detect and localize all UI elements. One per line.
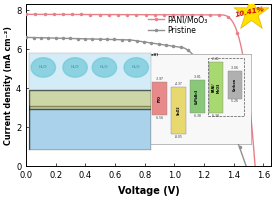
Legend: PANI/MoO₃, Pristine: PANI/MoO₃, Pristine [146,13,209,37]
Pristine [210,81,213,83]
Y-axis label: Current density (mA cm⁻²): Current density (mA cm⁻²) [4,26,13,145]
PANI/MoO₃ [25,13,29,16]
Text: 10.41%: 10.41% [235,6,265,18]
PANI/MoO₃ [218,14,221,16]
PANI/MoO₃ [254,165,257,168]
Point [249,11,254,15]
Line: PANI/MoO₃: PANI/MoO₃ [25,13,256,167]
PANI/MoO₃ [161,13,164,16]
Line: Pristine: Pristine [25,36,247,167]
PANI/MoO₃ [232,22,235,25]
Pristine [155,43,158,45]
Pristine [25,36,29,39]
Pristine [244,165,248,168]
Pristine [24,36,28,39]
Pristine [224,110,227,113]
PANI/MoO₃ [24,13,28,16]
Pristine [156,43,159,45]
X-axis label: Voltage (V): Voltage (V) [117,186,179,196]
PANI/MoO₃ [165,14,168,16]
Pristine [159,43,163,46]
PANI/MoO₃ [160,13,163,16]
